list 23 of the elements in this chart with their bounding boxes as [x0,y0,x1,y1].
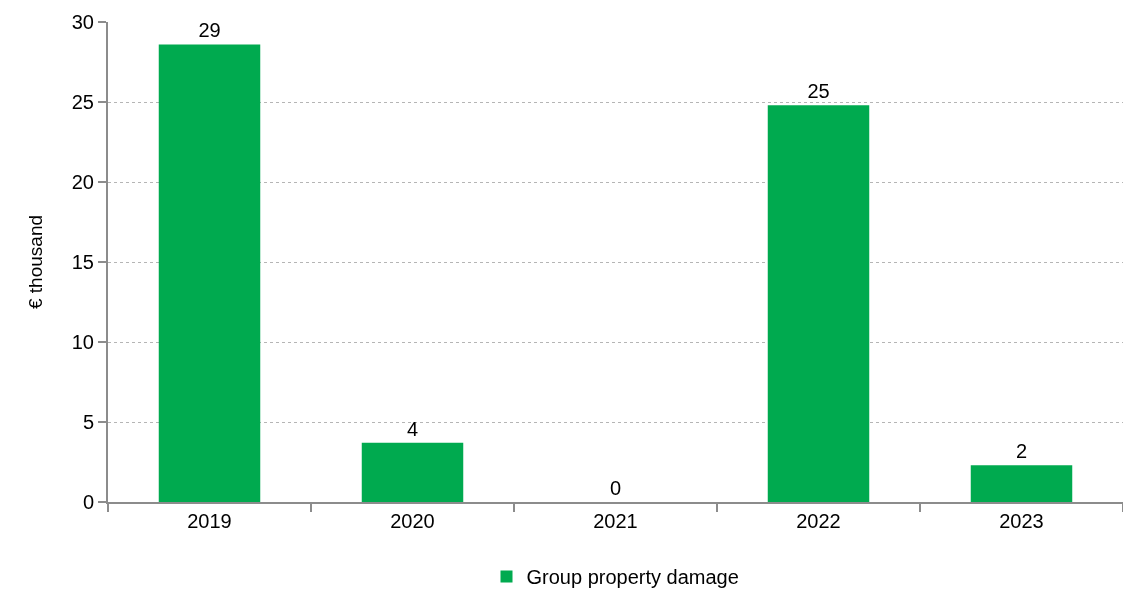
y-tick-label: 15 [71,251,94,273]
bar [361,442,464,502]
y-tick-label: 30 [71,11,94,33]
y-axis-title: € thousand [25,214,47,310]
x-tick-label: 2022 [796,510,841,532]
y-tick-label: 25 [71,91,94,113]
y-tick-label: 20 [71,171,94,193]
y-tick-label: 10 [71,331,94,353]
data-label: 0 [609,477,622,499]
y-tick-label: 0 [82,491,94,513]
x-tick-label: 2021 [593,510,638,532]
x-tick-label: 2020 [390,510,435,532]
x-tick-label: 2023 [999,510,1044,532]
legend-label: Group property damage [526,566,739,589]
data-label: 29 [198,19,221,42]
data-label: 4 [406,417,419,440]
x-tick-label: 2019 [187,510,232,532]
y-tick-label: 5 [82,411,94,433]
data-label: 25 [807,80,830,103]
bar [158,44,261,502]
bar [970,465,1073,502]
data-label: 2 [1015,440,1028,463]
bar [767,105,870,502]
